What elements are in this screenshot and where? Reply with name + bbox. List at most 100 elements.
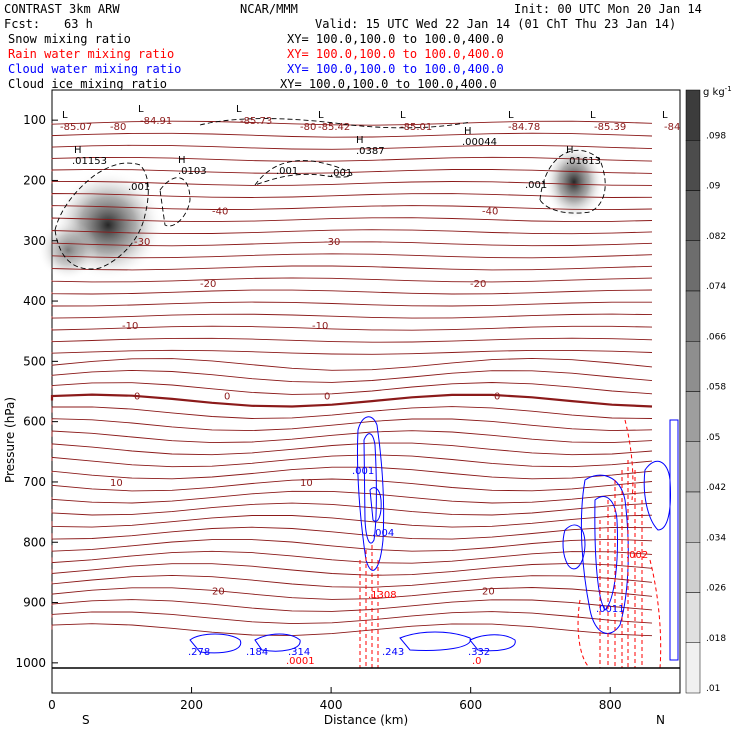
- field-cloudwater-name: Cloud water mixing ratio: [8, 62, 181, 76]
- x-tick-label: 400: [320, 698, 343, 712]
- isotherm-label: -80: [110, 122, 126, 133]
- colorbar-segment: [685, 89, 701, 141]
- isotherm-line: [51, 325, 653, 331]
- high-value: .01153: [72, 156, 107, 167]
- contour-value: .002: [626, 550, 648, 561]
- y-tick-label: 200: [23, 173, 46, 187]
- colorbar-tick-label: .026: [706, 584, 726, 594]
- y-tick-label: 1000: [15, 656, 46, 670]
- contour-value: .001: [525, 180, 547, 191]
- isotherm-line: [51, 599, 653, 612]
- isotherm-label: -10: [122, 321, 138, 332]
- isotherm-line: [51, 611, 653, 625]
- endpoint-left: S: [82, 713, 90, 727]
- isotherm-line: [51, 265, 653, 271]
- contour-value: .1308: [368, 590, 397, 601]
- isotherm-label: 20: [482, 586, 495, 597]
- colorbar-tick-label: .05: [706, 433, 720, 443]
- y-tick-label: 700: [23, 475, 46, 489]
- y-tick-label: 400: [23, 294, 46, 308]
- cloud-water-contours: [189, 416, 679, 661]
- model-title: CONTRAST 3km ARW: [4, 2, 120, 16]
- low-value: -85.42: [318, 122, 350, 133]
- y-tick-label: 800: [23, 535, 46, 549]
- low-marker: L: [400, 110, 406, 121]
- colorbar-segment: [685, 642, 701, 694]
- isotherm-label: -80: [300, 122, 316, 133]
- high-value: .00044: [462, 137, 497, 148]
- isotherm-line: [51, 369, 653, 383]
- colorbar-segment: [685, 341, 701, 392]
- colorbar-tick-label: .082: [706, 232, 726, 242]
- isotherm-line: [51, 241, 653, 247]
- isotherm-line: [51, 406, 653, 419]
- low-marker: L: [318, 110, 324, 121]
- isotherm-line: [51, 181, 653, 186]
- isotherm-line: [51, 301, 652, 307]
- field-snow-name: Snow mixing ratio: [8, 32, 131, 46]
- colorbar-tick-label: .09: [706, 182, 721, 192]
- isotherm-line: [51, 466, 653, 480]
- isotherm-line: [51, 526, 653, 540]
- field-cloudice-xy: XY= 100.0,100.0 to 100.0,400.0: [280, 77, 497, 91]
- isotherm-line: [51, 205, 653, 211]
- isotherm-line: [51, 538, 653, 552]
- isotherm-label: -20: [200, 279, 216, 290]
- colorbar-tick-label: .034: [706, 533, 726, 543]
- forecast-label: Fcst:: [4, 17, 40, 31]
- forecast-hour: 63 h: [64, 17, 93, 31]
- colorbar-tick-label: .01: [706, 684, 720, 694]
- isotherm-line: [51, 349, 653, 355]
- endpoint-right: N: [656, 713, 665, 727]
- contour-value: .004: [372, 528, 394, 539]
- low-value: -85.01: [400, 122, 432, 133]
- isotherm-line: [51, 502, 653, 516]
- colorbar-tick-label: .066: [706, 332, 726, 342]
- low-marker: L: [590, 110, 596, 121]
- low-marker: L: [138, 104, 144, 115]
- isotherm-line: [51, 120, 653, 126]
- colorbar-tick-label: .098: [706, 131, 726, 141]
- field-snow-xy: XY= 100.0,100.0 to 100.0,400.0: [287, 32, 504, 46]
- isotherm-label: 0: [134, 392, 140, 403]
- contour-value: .278: [188, 647, 210, 658]
- isotherm-line: [51, 277, 653, 283]
- contour-value: .001: [128, 182, 150, 193]
- cloud-ice-contours: [54, 118, 606, 270]
- isotherm-line: [51, 156, 653, 162]
- isotherm-line: [51, 382, 653, 395]
- colorbar-segment: [685, 240, 701, 292]
- x-tick-label: 600: [459, 698, 482, 712]
- rain-water-contours: [359, 419, 662, 669]
- low-value: -84.91: [140, 116, 172, 127]
- snow-shading: [38, 144, 604, 280]
- low-value: -85.73: [240, 116, 272, 127]
- temperature-contours: [50, 120, 653, 637]
- isotherm-line: [51, 217, 653, 223]
- colorbar: .098 .09 .082 .074 .066 .058 .05 .042 .034 .026 .0…: [685, 89, 726, 694]
- isotherm-line: [50, 393, 653, 408]
- low-value: -85.39: [594, 122, 626, 133]
- colorbar-segment: [685, 491, 701, 543]
- isotherm-line: [51, 168, 653, 174]
- isotherm-line: [51, 357, 653, 371]
- high-value: .0387: [356, 146, 385, 157]
- colorbar-segment: [685, 190, 701, 241]
- isotherm-label: -20: [470, 279, 486, 290]
- isotherm-line: [51, 454, 653, 468]
- high-marker: H: [464, 126, 472, 137]
- contour-value: .0: [472, 656, 482, 667]
- contour-value: .332: [468, 647, 490, 658]
- field-cloudice-name: Cloud ice mixing ratio: [8, 77, 167, 91]
- isotherm-line: [51, 587, 653, 600]
- isotherm-line: [51, 430, 653, 444]
- isotherm-line: [51, 253, 653, 259]
- contour-value: .0011: [596, 604, 625, 615]
- isotherm-line: [51, 562, 653, 576]
- low-value: -85.07: [60, 122, 92, 133]
- colorbar-segment: [685, 140, 701, 191]
- high-marker: H: [356, 135, 364, 146]
- low-marker: L: [662, 110, 668, 121]
- isotherm-label: 10: [110, 478, 123, 489]
